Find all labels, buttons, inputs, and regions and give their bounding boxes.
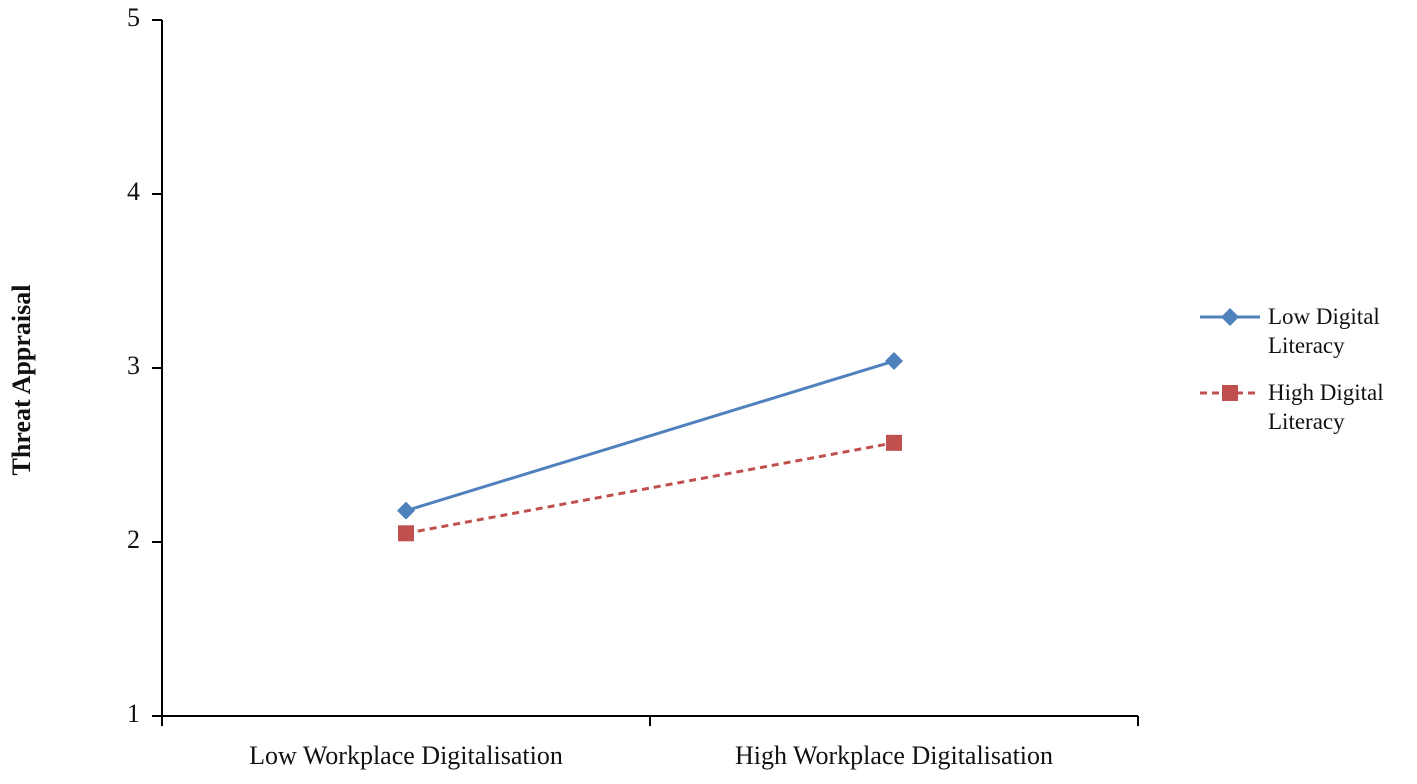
legend-label: Low Digital Literacy <box>1268 304 1380 358</box>
marker <box>397 501 415 520</box>
y-tick-label: 2 <box>127 525 140 554</box>
y-tick-label: 1 <box>127 699 140 728</box>
series-line <box>405 441 895 535</box>
x-tick-label: High Workplace Digitalisation <box>735 741 1053 770</box>
y-axis-label: Threat Appraisal <box>7 285 36 476</box>
legend-label: High Digital Literacy <box>1268 380 1384 434</box>
marker <box>1221 308 1239 326</box>
marker <box>885 352 903 371</box>
legend-entry: High Digital Literacy <box>1198 378 1413 436</box>
y-tick-label: 3 <box>127 351 140 380</box>
marker <box>1222 385 1238 401</box>
legend: Low Digital Literacy High Digital Literac… <box>1198 302 1413 454</box>
marker <box>398 525 414 542</box>
legend-entry: Low Digital Literacy <box>1198 302 1413 360</box>
legend-swatch <box>1200 385 1260 401</box>
y-tick-label: 4 <box>127 177 140 206</box>
legend-swatch <box>1200 308 1260 326</box>
x-tick-label: Low Workplace Digitalisation <box>249 741 563 770</box>
series-line <box>405 359 895 513</box>
y-tick-label: 5 <box>127 3 140 32</box>
marker <box>886 434 902 451</box>
